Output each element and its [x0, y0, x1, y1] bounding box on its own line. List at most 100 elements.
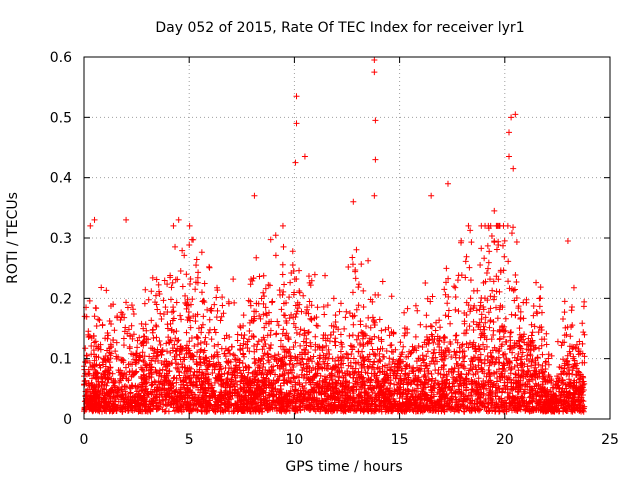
- data-point: [370, 316, 377, 323]
- data-point: [213, 314, 220, 321]
- data-point: [380, 400, 387, 407]
- data-point: [331, 338, 338, 345]
- data-point: [88, 343, 95, 350]
- data-point: [279, 261, 286, 268]
- data-point: [547, 388, 554, 395]
- data-point: [122, 324, 129, 331]
- data-point: [372, 370, 379, 377]
- data-point: [178, 316, 185, 323]
- data-point: [274, 362, 281, 369]
- data-point: [260, 352, 267, 359]
- data-point: [228, 365, 235, 372]
- data-point: [320, 303, 327, 310]
- data-point: [86, 297, 93, 304]
- data-point: [572, 344, 579, 351]
- data-point: [450, 374, 457, 381]
- data-point: [187, 324, 194, 331]
- data-point: [301, 346, 308, 353]
- data-point: [523, 356, 530, 363]
- data-point: [499, 341, 506, 348]
- data-point: [556, 408, 563, 415]
- data-point: [203, 408, 210, 415]
- data-point: [524, 363, 531, 370]
- data-point: [461, 310, 468, 317]
- data-point: [353, 381, 360, 388]
- data-point: [197, 339, 204, 346]
- data-point: [410, 394, 417, 401]
- data-point: [511, 297, 518, 304]
- data-point: [234, 331, 241, 338]
- data-point: [161, 277, 168, 284]
- data-point: [412, 302, 419, 309]
- data-point: [514, 388, 521, 395]
- data-point: [486, 362, 493, 369]
- data-point: [443, 265, 450, 272]
- data-point: [478, 399, 485, 406]
- data-point: [308, 302, 315, 309]
- data-point: [477, 394, 484, 401]
- data-point: [353, 246, 360, 253]
- data-point: [289, 399, 296, 406]
- data-point: [191, 371, 198, 378]
- data-point: [401, 332, 408, 339]
- data-point: [290, 364, 297, 371]
- data-point: [330, 295, 337, 302]
- data-point: [187, 379, 194, 386]
- data-point: [267, 406, 274, 413]
- data-point: [324, 302, 331, 309]
- data-point: [225, 300, 232, 307]
- data-point: [290, 374, 297, 381]
- data-point: [350, 321, 357, 328]
- data-point: [396, 395, 403, 402]
- data-point: [369, 314, 376, 321]
- data-point: [162, 401, 169, 408]
- data-point: [422, 363, 429, 370]
- data-point: [430, 350, 437, 357]
- data-point: [241, 332, 248, 339]
- data-point: [388, 348, 395, 355]
- data-point: [518, 353, 525, 360]
- data-point: [355, 284, 362, 291]
- data-point: [241, 353, 248, 360]
- data-point: [357, 340, 364, 347]
- data-point: [306, 401, 313, 408]
- data-point: [467, 361, 474, 368]
- data-point: [558, 364, 565, 371]
- data-point: [231, 299, 238, 306]
- data-point: [461, 358, 468, 365]
- data-point: [484, 357, 491, 364]
- data-point: [326, 338, 333, 345]
- data-point: [360, 287, 367, 294]
- data-point: [500, 407, 507, 414]
- data-point: [261, 337, 268, 344]
- data-point: [423, 353, 430, 360]
- data-point: [129, 335, 136, 342]
- data-point: [452, 306, 459, 313]
- data-point: [511, 286, 518, 293]
- data-point: [440, 374, 447, 381]
- data-point: [283, 317, 290, 324]
- data-point: [120, 342, 127, 349]
- data-point: [263, 401, 270, 408]
- data-point: [561, 309, 568, 316]
- data-point: [167, 296, 174, 303]
- data-point: [445, 275, 452, 282]
- data-point: [166, 368, 173, 375]
- data-point: [442, 312, 449, 319]
- data-point: [462, 258, 469, 265]
- data-point: [342, 314, 349, 321]
- data-point: [260, 334, 267, 341]
- data-point: [442, 396, 449, 403]
- data-point: [566, 376, 573, 383]
- data-point: [309, 358, 316, 365]
- data-point: [514, 355, 521, 362]
- data-point: [335, 367, 342, 374]
- data-point: [297, 326, 304, 333]
- data-point: [164, 281, 171, 288]
- data-point: [253, 394, 260, 401]
- data-point: [466, 323, 473, 330]
- data-point: [119, 375, 126, 382]
- data-point: [388, 341, 395, 348]
- data-point: [152, 394, 159, 401]
- data-point: [204, 306, 211, 313]
